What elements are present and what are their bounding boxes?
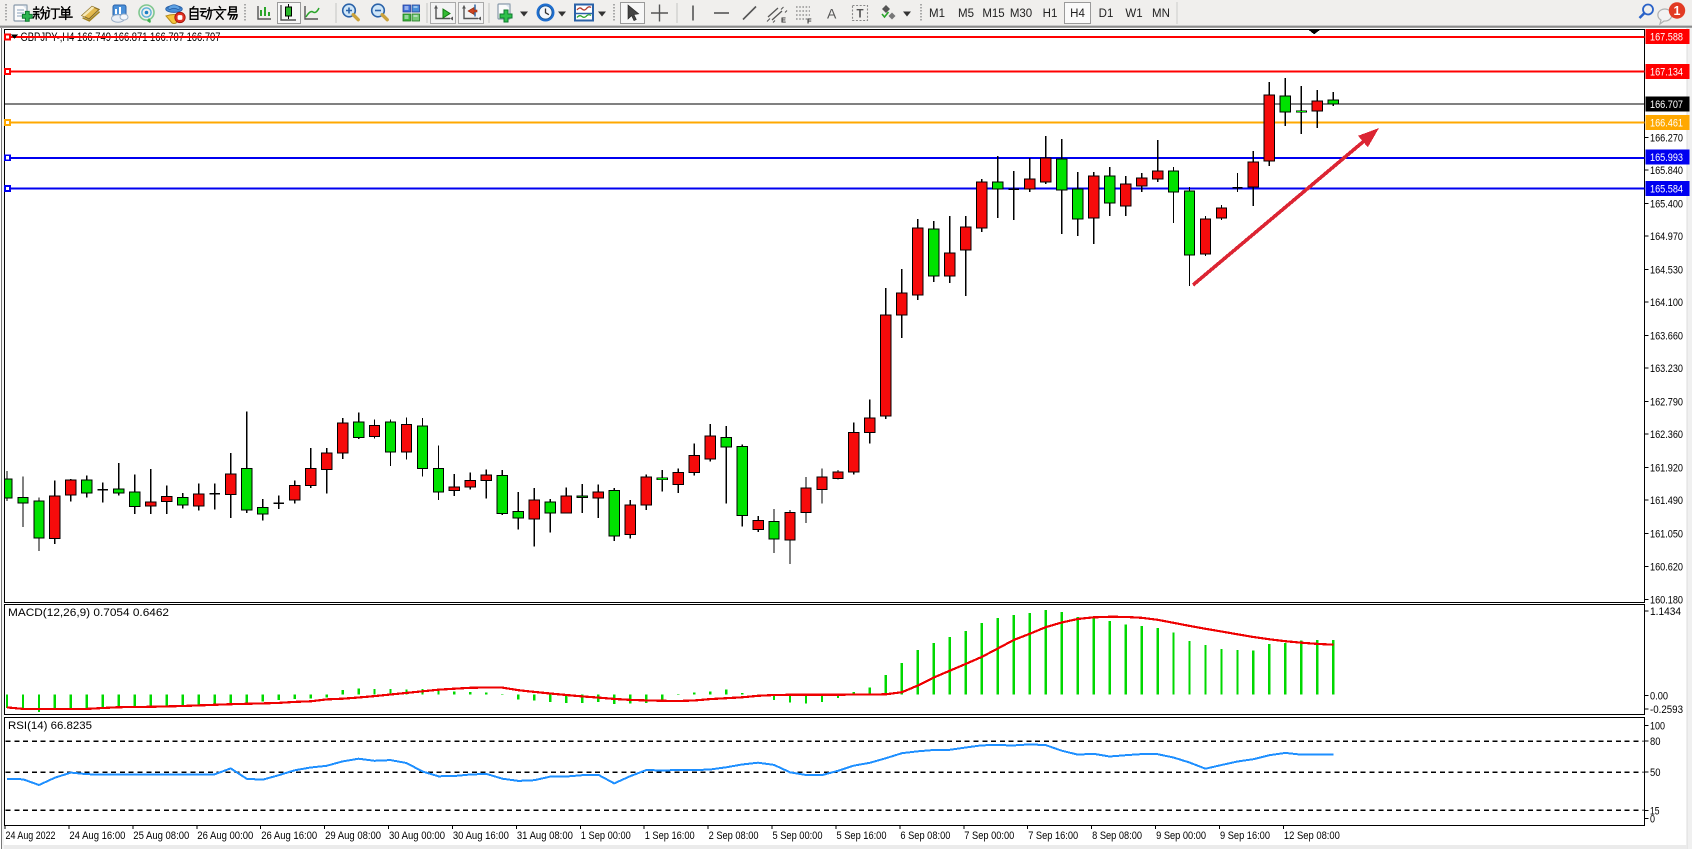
- svg-text:W1: W1: [1125, 8, 1142, 20]
- svg-text:166.270: 166.270: [1650, 132, 1683, 144]
- svg-text:A: A: [827, 6, 837, 22]
- svg-text:30 Aug 00:00: 30 Aug 00:00: [389, 830, 445, 842]
- svg-text:165.400: 165.400: [1650, 198, 1683, 210]
- svg-text:24 Aug 2022: 24 Aug 2022: [6, 830, 56, 842]
- svg-text:H4: H4: [1070, 8, 1085, 20]
- svg-text:165.840: 165.840: [1650, 165, 1683, 177]
- svg-text:30 Aug 16:00: 30 Aug 16:00: [453, 830, 509, 842]
- svg-text:29 Aug 08:00: 29 Aug 08:00: [325, 830, 381, 842]
- svg-text:26 Aug 16:00: 26 Aug 16:00: [261, 830, 317, 842]
- svg-text:0.00: 0.00: [1650, 691, 1668, 703]
- svg-text:2 Sep 08:00: 2 Sep 08:00: [709, 830, 759, 842]
- svg-text:1.1434: 1.1434: [1650, 606, 1681, 618]
- svg-text:25 Aug 08:00: 25 Aug 08:00: [133, 830, 189, 842]
- svg-text:165.584: 165.584: [1650, 184, 1683, 196]
- svg-text:1: 1: [1674, 4, 1681, 18]
- svg-text:163.660: 163.660: [1650, 331, 1683, 343]
- svg-text:24 Aug 16:00: 24 Aug 16:00: [69, 830, 125, 842]
- svg-text:E: E: [781, 16, 786, 25]
- svg-text:12 Sep 08:00: 12 Sep 08:00: [1284, 830, 1340, 842]
- svg-text:162.790: 162.790: [1650, 397, 1683, 409]
- svg-text:8 Sep 08:00: 8 Sep 08:00: [1092, 830, 1142, 842]
- svg-text:MN: MN: [1152, 8, 1170, 20]
- svg-text:H1: H1: [1043, 8, 1058, 20]
- svg-text:166.461: 166.461: [1650, 118, 1683, 130]
- svg-text:9 Sep 00:00: 9 Sep 00:00: [1156, 830, 1206, 842]
- svg-text:F: F: [807, 17, 812, 26]
- svg-text:160.180: 160.180: [1650, 595, 1683, 607]
- svg-text:T: T: [857, 9, 864, 21]
- svg-text:161.920: 161.920: [1650, 463, 1683, 475]
- svg-text:1 Sep 00:00: 1 Sep 00:00: [581, 830, 631, 842]
- svg-text:0: 0: [1650, 814, 1655, 826]
- svg-text:161.050: 161.050: [1650, 529, 1683, 541]
- svg-text:100: 100: [1650, 721, 1665, 733]
- svg-text:26 Aug 00:00: 26 Aug 00:00: [197, 830, 253, 842]
- svg-text:RSI(14) 66.8235: RSI(14) 66.8235: [8, 720, 92, 732]
- svg-text:167.134: 167.134: [1650, 67, 1683, 79]
- svg-text:50: 50: [1650, 767, 1661, 779]
- svg-text:161.490: 161.490: [1650, 495, 1683, 507]
- svg-text:163.230: 163.230: [1650, 363, 1683, 375]
- svg-text:5 Sep 16:00: 5 Sep 16:00: [837, 830, 887, 842]
- svg-text:-0.2593: -0.2593: [1650, 704, 1683, 716]
- svg-text:M1: M1: [929, 8, 945, 20]
- svg-text:15: 15: [1650, 805, 1660, 817]
- svg-text:165.993: 165.993: [1650, 152, 1683, 164]
- svg-text:6 Sep 08:00: 6 Sep 08:00: [900, 830, 950, 842]
- svg-text:5 Sep 00:00: 5 Sep 00:00: [773, 830, 823, 842]
- svg-text:9 Sep 16:00: 9 Sep 16:00: [1220, 830, 1270, 842]
- svg-text:166.707: 166.707: [1650, 99, 1683, 111]
- svg-text:80: 80: [1650, 736, 1661, 748]
- svg-text:M5: M5: [958, 8, 974, 20]
- svg-text:M30: M30: [1010, 8, 1032, 20]
- svg-text:1 Sep 16:00: 1 Sep 16:00: [645, 830, 695, 842]
- svg-text:7 Sep 16:00: 7 Sep 16:00: [1028, 830, 1078, 842]
- svg-text:M15: M15: [982, 8, 1004, 20]
- svg-text:164.100: 164.100: [1650, 297, 1683, 309]
- svg-text:162.360: 162.360: [1650, 429, 1683, 441]
- svg-text:164.530: 164.530: [1650, 265, 1683, 277]
- svg-text:7 Sep 00:00: 7 Sep 00:00: [964, 830, 1014, 842]
- svg-text:167.588: 167.588: [1650, 32, 1683, 44]
- svg-text:MACD(12,26,9) 0.7054 0.6462: MACD(12,26,9) 0.7054 0.6462: [8, 607, 169, 619]
- svg-text:31 Aug 08:00: 31 Aug 08:00: [517, 830, 573, 842]
- svg-text:D1: D1: [1099, 8, 1114, 20]
- svg-text:164.970: 164.970: [1650, 231, 1683, 243]
- svg-text:160.620: 160.620: [1650, 561, 1683, 573]
